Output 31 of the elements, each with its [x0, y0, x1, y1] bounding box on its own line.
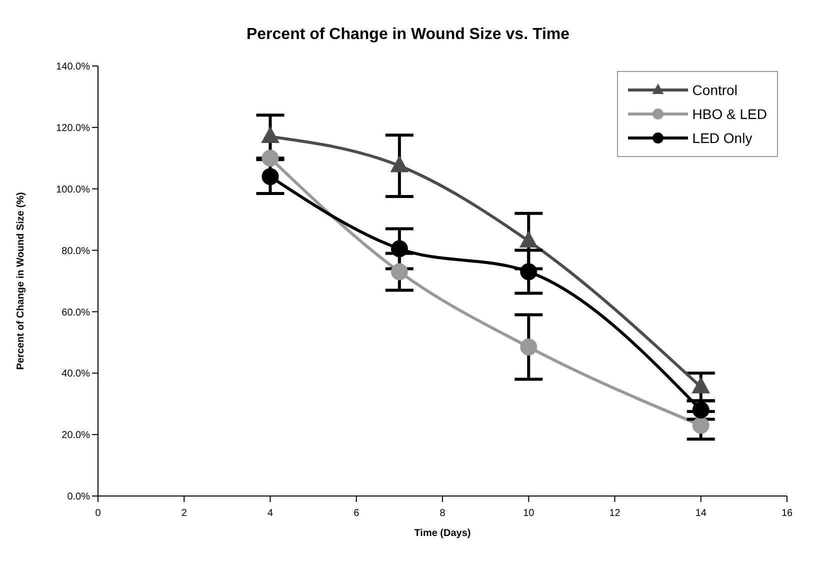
point — [520, 338, 538, 356]
point — [692, 416, 710, 434]
y-tick-label: 140.0% — [56, 62, 90, 73]
x-tick-label: 4 — [267, 508, 274, 519]
y-tick-label: 20.0% — [62, 430, 90, 442]
y-tick-label: 120.0% — [56, 122, 90, 134]
point — [390, 263, 408, 280]
y-tick-label: 100.0% — [56, 184, 90, 196]
y-tick-label: 0.0% — [67, 492, 90, 503]
legend-label: Control — [692, 82, 738, 98]
y-tick-label: 80.0% — [62, 246, 90, 257]
chart-title: Percent of Change in Wound Size vs. Time — [245, 25, 571, 45]
y-tick-label: 40.0% — [62, 368, 90, 380]
legend-label: LED Only — [692, 130, 752, 146]
x-tick-label: 10 — [523, 508, 535, 519]
point — [692, 402, 710, 418]
point — [390, 240, 408, 258]
point — [262, 168, 279, 186]
x-tick-label: 14 — [695, 508, 707, 519]
x-axis-title: Time (Days) — [414, 528, 471, 539]
x-tick-label: 2 — [181, 508, 188, 519]
y-axis-title: Percent of Change in Wound Size (%) — [16, 192, 27, 370]
point — [520, 263, 538, 280]
x-tick-label: 8 — [440, 508, 446, 519]
x-tick-label: 6 — [354, 508, 360, 519]
x-tick-label: 12 — [609, 508, 621, 519]
legend-label: HBO & LED — [692, 106, 767, 122]
point — [262, 150, 279, 167]
x-tick-label: 0 — [95, 508, 102, 519]
y-tick-label: 60.0% — [62, 307, 90, 318]
x-tick-label: 16 — [781, 508, 793, 519]
